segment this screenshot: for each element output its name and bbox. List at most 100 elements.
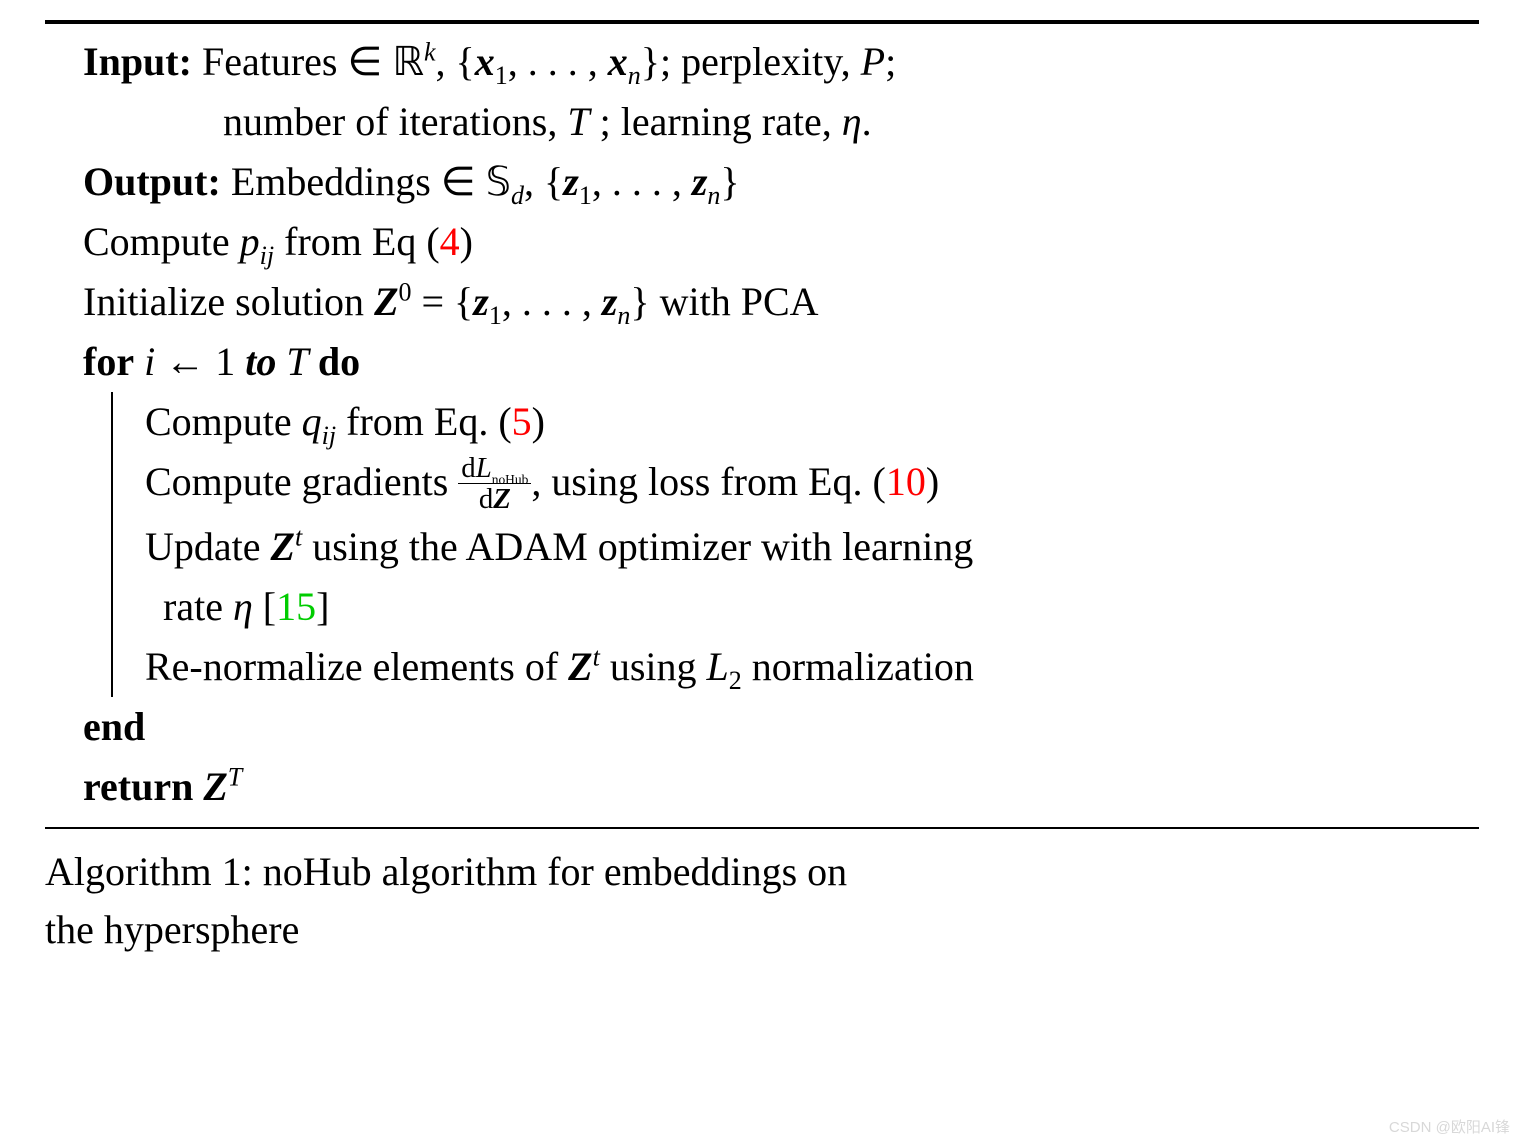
text: , using loss from Eq. ( bbox=[531, 459, 885, 504]
eq-ref-10: 10 bbox=[886, 459, 926, 504]
text: rate bbox=[163, 584, 233, 629]
exp-T: T bbox=[228, 762, 242, 791]
return-kw: return bbox=[83, 764, 203, 809]
T: T bbox=[276, 339, 318, 384]
dots: , . . . , bbox=[592, 159, 692, 204]
sphere-symbol: 𝕊 bbox=[486, 159, 511, 204]
sub: n bbox=[617, 301, 630, 330]
init-line: Initialize solution Z0 = {z1, . . . , zn… bbox=[83, 272, 1479, 332]
for-kw: for bbox=[83, 339, 134, 384]
dots: , . . . , bbox=[502, 279, 602, 324]
exp-0: 0 bbox=[399, 278, 412, 307]
P: P bbox=[861, 39, 885, 84]
text: Re-normalize elements of bbox=[145, 644, 568, 689]
sub-ij: ij bbox=[322, 421, 336, 450]
text: , { bbox=[524, 159, 563, 204]
compute-q-line: Compute qij from Eq. (5) bbox=[145, 392, 1479, 452]
text: } with PCA bbox=[630, 279, 818, 324]
text: Compute bbox=[83, 219, 240, 264]
d: d bbox=[461, 452, 475, 484]
arrow: ← 1 bbox=[155, 339, 245, 384]
fraction: dLnoHubdZ bbox=[458, 453, 531, 514]
rule-top bbox=[45, 20, 1479, 24]
eta: η bbox=[842, 99, 862, 144]
cite-15: 15 bbox=[276, 584, 316, 629]
p: p bbox=[240, 219, 260, 264]
text: number of iterations, bbox=[223, 99, 567, 144]
output-label: Output: bbox=[83, 159, 221, 204]
text: ; learning rate, bbox=[590, 99, 842, 144]
text: using bbox=[600, 644, 707, 689]
text: Features ∈ bbox=[192, 39, 392, 84]
exp-t: t bbox=[593, 642, 600, 671]
text: ) bbox=[532, 399, 545, 444]
semi: ; bbox=[885, 39, 896, 84]
text: ) bbox=[926, 459, 939, 504]
caption-line-2: the hypersphere bbox=[45, 901, 1479, 959]
text: Compute bbox=[145, 399, 302, 444]
algorithm-caption: Algorithm 1: noHub algorithm for embeddi… bbox=[45, 837, 1479, 959]
text: Initialize solution bbox=[83, 279, 374, 324]
compute-p-line: Compute pij from Eq (4) bbox=[83, 212, 1479, 272]
renorm-line: Re-normalize elements of Zt using L2 nor… bbox=[145, 637, 1479, 697]
dot: . bbox=[862, 99, 872, 144]
text: Update bbox=[145, 524, 271, 569]
input-line-1: Input: Features ∈ ℝk, {x1, . . . , xn}; … bbox=[83, 32, 1479, 92]
input-line-2: number of iterations, T ; learning rate,… bbox=[83, 92, 1479, 152]
return-line: return ZT bbox=[83, 757, 1479, 817]
text: ) bbox=[460, 219, 473, 264]
xn: x bbox=[608, 39, 628, 84]
rule-bottom bbox=[45, 827, 1479, 829]
T: T bbox=[567, 99, 589, 144]
algorithm-body: Input: Features ∈ ℝk, {x1, . . . , xn}; … bbox=[45, 32, 1479, 817]
sub-d: d bbox=[511, 181, 524, 210]
rb: ] bbox=[316, 584, 329, 629]
loop-body: Compute qij from Eq. (5) Compute gradien… bbox=[111, 392, 1479, 697]
gradient-line: Compute gradients dLnoHubdZ, using loss … bbox=[145, 452, 1479, 517]
z1: z bbox=[563, 159, 579, 204]
update-line-1: Update Zt using the ADAM optimizer with … bbox=[145, 517, 1479, 577]
z1: z bbox=[473, 279, 489, 324]
text: from Eq ( bbox=[274, 219, 440, 264]
algorithm-block: Input: Features ∈ ℝk, {x1, . . . , xn}; … bbox=[45, 20, 1479, 959]
for-line: for i ← 1 to T do bbox=[83, 332, 1479, 392]
text: Embeddings ∈ bbox=[221, 159, 486, 204]
Z: Z bbox=[271, 524, 295, 569]
exp-k: k bbox=[424, 38, 436, 67]
lb: [ bbox=[253, 584, 276, 629]
output-line: Output: Embeddings ∈ 𝕊d, {z1, . . . , zn… bbox=[83, 152, 1479, 212]
Z: Z bbox=[493, 483, 511, 515]
text: from Eq. ( bbox=[336, 399, 512, 444]
q: q bbox=[302, 399, 322, 444]
eq-ref-4: 4 bbox=[440, 219, 460, 264]
input-label: Input: bbox=[83, 39, 192, 84]
zn: z bbox=[692, 159, 708, 204]
caption-line-1: Algorithm 1: noHub algorithm for embeddi… bbox=[45, 843, 1479, 901]
Z: Z bbox=[374, 279, 398, 324]
Z: Z bbox=[203, 764, 227, 809]
do-kw: do bbox=[318, 339, 360, 384]
end-line: end bbox=[83, 697, 1479, 757]
i: i bbox=[134, 339, 155, 384]
text: }; perplexity, bbox=[641, 39, 861, 84]
sub: 1 bbox=[579, 181, 592, 210]
zn: z bbox=[602, 279, 618, 324]
sub: n bbox=[628, 61, 641, 90]
sub: 1 bbox=[495, 61, 508, 90]
text: normalization bbox=[742, 644, 974, 689]
text: Compute gradients bbox=[145, 459, 458, 504]
d: d bbox=[479, 483, 493, 515]
x1: x bbox=[475, 39, 495, 84]
eta: η bbox=[233, 584, 253, 629]
eq-ref-5: 5 bbox=[512, 399, 532, 444]
L: L bbox=[476, 452, 492, 484]
dots: , . . . , bbox=[508, 39, 608, 84]
eq: = { bbox=[412, 279, 474, 324]
watermark: CSDN @欧阳AI锋 bbox=[1389, 1116, 1510, 1137]
to-kw: to bbox=[245, 339, 276, 384]
sub-ij: ij bbox=[260, 241, 274, 270]
Z: Z bbox=[568, 644, 592, 689]
sub: n bbox=[707, 181, 720, 210]
real-symbol: ℝ bbox=[392, 39, 424, 84]
sub: 1 bbox=[489, 301, 502, 330]
